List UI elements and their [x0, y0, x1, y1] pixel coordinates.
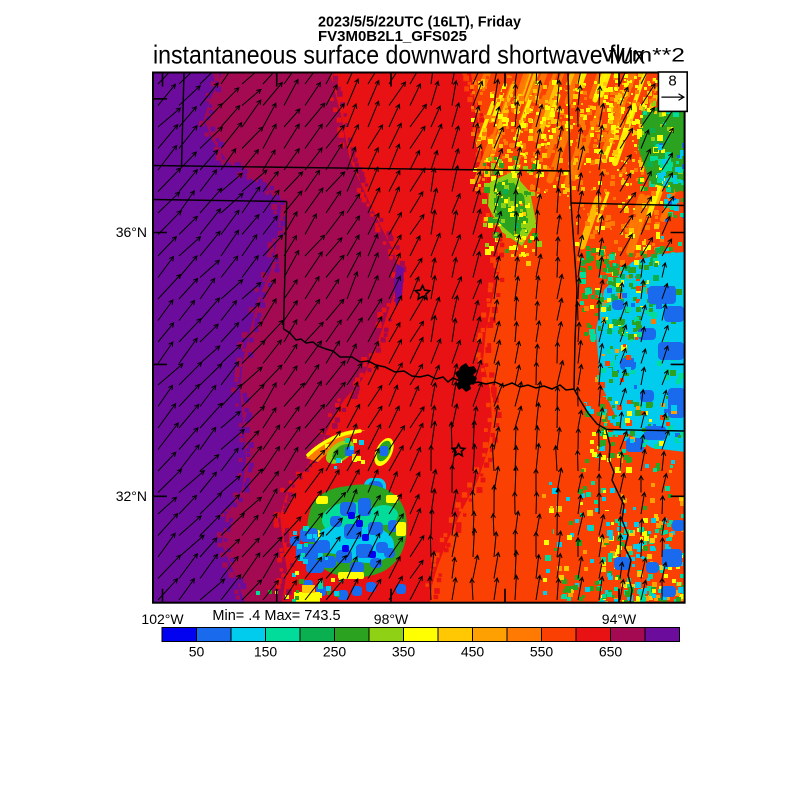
svg-text:8: 8 — [668, 73, 676, 90]
svg-text:50: 50 — [189, 644, 205, 660]
svg-text:94°W: 94°W — [602, 611, 637, 627]
svg-text:98°W: 98°W — [374, 611, 409, 627]
svg-text:350: 350 — [392, 644, 416, 660]
svg-text:W/m**2: W/m**2 — [602, 46, 686, 67]
svg-text:450: 450 — [461, 644, 485, 660]
svg-text:650: 650 — [599, 644, 623, 660]
svg-text:32°N: 32°N — [116, 488, 147, 504]
svg-text:102°W: 102°W — [141, 611, 184, 627]
svg-text:250: 250 — [323, 644, 347, 660]
svg-text:FV3M0B2L1_GFS025: FV3M0B2L1_GFS025 — [318, 28, 467, 45]
svg-text:550: 550 — [530, 644, 554, 660]
svg-text:36°N: 36°N — [116, 224, 147, 240]
svg-text:instantaneous surface downward: instantaneous surface downward shortwave… — [153, 40, 645, 70]
svg-text:150: 150 — [254, 644, 278, 660]
svg-text:Min= .4 Max= 743.5: Min= .4 Max= 743.5 — [212, 608, 340, 624]
svg-text:2023/5/5/22UTC (16LT), Friday: 2023/5/5/22UTC (16LT), Friday — [318, 14, 522, 31]
